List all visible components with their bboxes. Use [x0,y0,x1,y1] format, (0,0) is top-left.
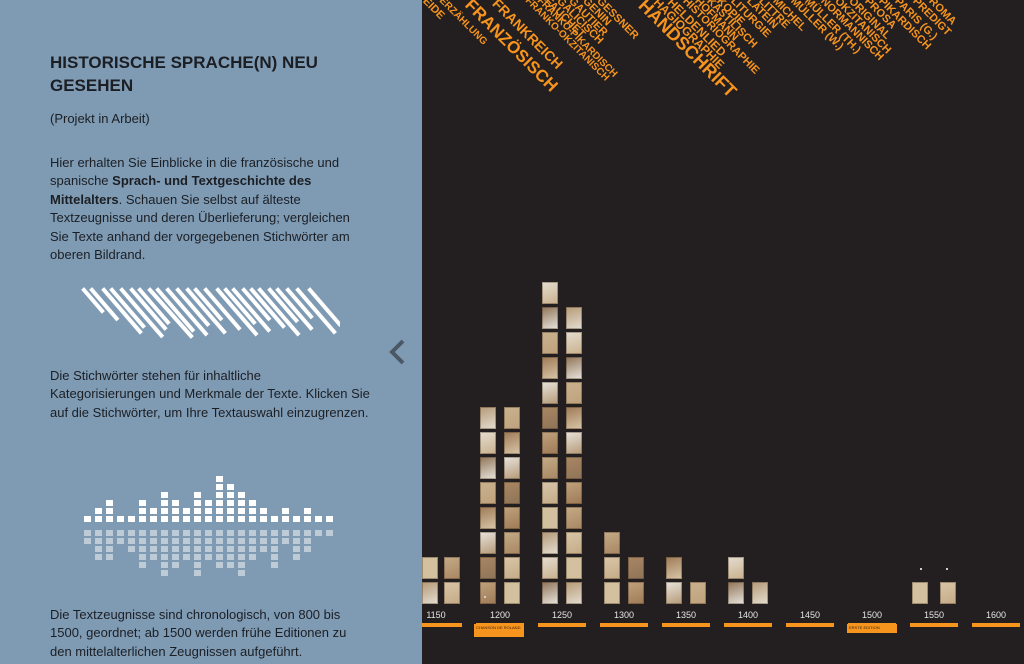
timeline-year-label: 1550 [923,610,945,620]
manuscript-thumbnail[interactable] [566,582,582,604]
manuscript-thumbnail[interactable] [504,432,520,454]
manuscript-thumbnail[interactable] [542,482,558,504]
manuscript-thumbnail[interactable] [566,307,582,329]
timeline-segment [910,623,958,627]
timeline-year-label: 1600 [985,610,1007,620]
manuscript-thumbnail[interactable] [604,582,620,604]
manuscript-thumbnail[interactable] [542,282,558,304]
manuscript-thumbnail[interactable] [480,507,496,529]
manuscript-thumbnail[interactable] [504,507,520,529]
manuscript-thumbnail[interactable] [566,332,582,354]
manuscript-thumbnail[interactable] [504,532,520,554]
manuscript-thumbnail[interactable] [542,357,558,379]
manuscript-thumbnail[interactable] [542,432,558,454]
timeline-segment [662,623,710,627]
manuscript-thumbnail[interactable] [480,557,496,579]
project-status: (Projekt in Arbeit) [50,111,150,126]
chronology-paragraph: Die Textzeugnisse sind chronologisch, vo… [50,607,347,659]
timeline-year-label: 1200 [489,610,511,620]
manuscript-thumbnail[interactable] [566,357,582,379]
manuscript-thumbnail[interactable] [542,457,558,479]
manuscript-thumbnail[interactable] [504,557,520,579]
chevron-left-icon[interactable] [384,336,412,368]
timeline-dot [484,596,486,598]
manuscript-thumbnail[interactable] [480,582,496,604]
timeline-illustration-icon [84,476,333,576]
manuscript-thumbnail[interactable] [566,482,582,504]
timeline-year-label: 1300 [613,610,635,620]
manuscript-thumbnail[interactable] [480,482,496,504]
manuscript-thumbnail[interactable] [628,582,644,604]
manuscript-thumbnail[interactable] [542,407,558,429]
page-title: HISTORISCHE SPRACHE(N) NEU GESEHEN [50,53,318,95]
manuscript-thumbnail[interactable] [604,557,620,579]
timeline-year-label: 1500 [861,610,883,620]
timeline-year-label: 1250 [551,610,573,620]
manuscript-thumbnail[interactable] [604,532,620,554]
manuscript-thumbnail[interactable] [480,407,496,429]
manuscript-thumbnail[interactable] [566,457,582,479]
timeline-year-label: 1350 [675,610,697,620]
manuscript-thumbnail[interactable] [566,432,582,454]
timeline-segment [972,623,1020,627]
keyword-tags: D EIDE ERZÄHLUNG FRANZÖSISCH FRANKREICH FRANK… [422,0,1024,180]
timeline-year-label: 1150 [426,610,446,620]
manuscript-thumbnail[interactable] [728,582,744,604]
manuscript-thumbnail[interactable] [912,582,928,604]
manuscript-thumbnail[interactable] [628,557,644,579]
manuscript-thumbnail[interactable] [752,582,768,604]
timeline-panel: D EIDE ERZÄHLUNG FRANZÖSISCH FRANKREICH FRANK… [422,0,1024,664]
manuscript-thumbnail[interactable] [542,507,558,529]
intro-text-end: . Schauen Sie selbst auf älteste Textzeu… [50,191,350,263]
manuscript-thumbnail[interactable] [422,557,438,579]
manuscript-thumbnail[interactable] [444,557,460,579]
manuscript-thumbnail[interactable] [666,557,682,579]
intro-text-bold: Sprach- und Textgeschichte des Mittelalt… [50,173,312,207]
keywords-paragraph: Die Stichwörter stehen für inhaltliche K… [50,368,370,420]
manuscript-thumbnail[interactable] [728,557,744,579]
manuscript-thumbnail[interactable] [566,407,582,429]
manuscript-thumbnail[interactable] [480,457,496,479]
manuscript-thumbnail[interactable] [690,582,706,604]
tag-illustration-icon [81,287,340,339]
manuscript-thumbnail[interactable] [504,457,520,479]
timeline-year-label: 1400 [737,610,759,620]
manuscript-thumbnail[interactable] [444,582,460,604]
timeline-segment [786,623,834,627]
manuscript-thumbnail[interactable] [940,582,956,604]
manuscript-thumbnail[interactable] [566,507,582,529]
timeline-segment [600,623,648,627]
timeline-year-label: 1450 [799,610,821,620]
timeline-dot [920,568,922,570]
manuscript-thumbnail[interactable] [542,532,558,554]
manuscript-thumbnail[interactable] [504,407,520,429]
manuscript-thumbnail[interactable] [480,432,496,454]
highlighted-text-1500[interactable]: ERSTE EDITION [847,624,897,633]
manuscript-thumbnail[interactable] [566,532,582,554]
manuscript-thumbnail[interactable] [422,582,438,604]
intro-paragraph: Hier erhalten Sie Einblicke in die franz… [50,154,370,264]
manuscript-thumbnail[interactable] [542,582,558,604]
timeline-segment [422,623,462,627]
manuscript-thumbnail[interactable] [542,332,558,354]
manuscript-thumbnail[interactable] [542,307,558,329]
manuscript-thumbnail[interactable] [480,532,496,554]
timeline-segment [538,623,586,627]
highlighted-text-1200[interactable]: CHANSON DE ROLAND [474,624,524,637]
manuscript-thumbnail[interactable] [566,382,582,404]
manuscript-thumbnail[interactable] [542,557,558,579]
manuscript-thumbnail[interactable] [566,557,582,579]
timeline-dot [946,568,948,570]
manuscript-thumbnail[interactable] [666,582,682,604]
info-sidebar: HISTORISCHE SPRACHE(N) NEU GESEHEN (Proj… [0,0,422,664]
manuscript-thumbnail[interactable] [504,482,520,504]
timeline-segment [724,623,772,627]
manuscript-thumbnail[interactable] [542,382,558,404]
manuscript-thumbnail[interactable] [504,582,520,604]
intro-text-start: Hier erhalten Sie Einblicke in die franz… [50,155,340,189]
